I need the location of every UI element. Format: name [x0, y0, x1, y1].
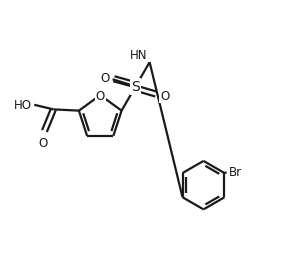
- Text: S: S: [131, 80, 140, 94]
- Text: O: O: [160, 89, 170, 102]
- Text: HO: HO: [14, 98, 32, 111]
- Text: Br: Br: [229, 166, 242, 179]
- Text: O: O: [100, 72, 109, 85]
- Text: O: O: [95, 89, 105, 102]
- Text: O: O: [38, 136, 48, 149]
- Text: HN: HN: [130, 49, 148, 62]
